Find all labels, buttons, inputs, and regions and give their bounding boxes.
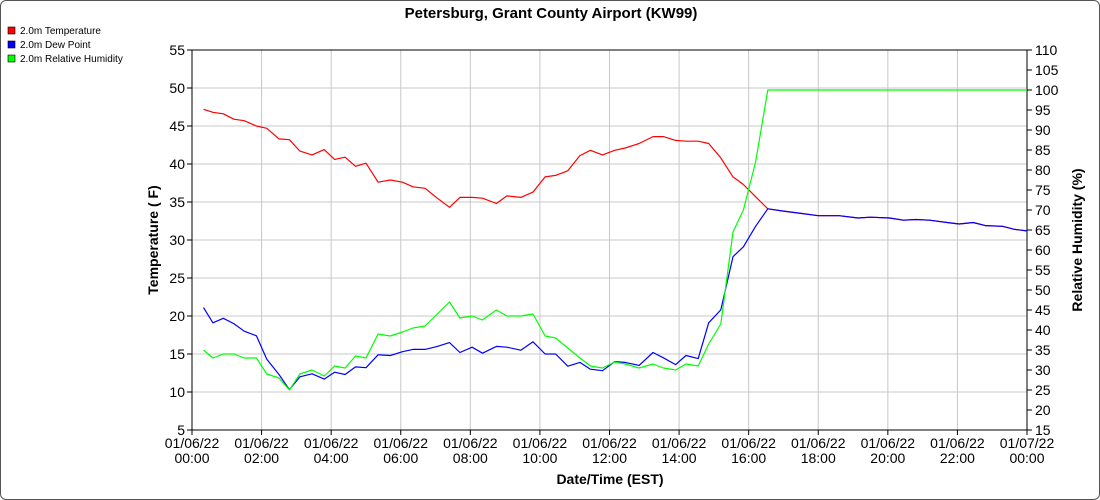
y2-tick-label: 110 <box>1035 42 1058 58</box>
y-axis-label: Temperature ( F) <box>145 185 161 294</box>
x-tick-date: 01/06/22 <box>374 435 429 451</box>
x-axis-ticks: 01/06/2200:0001/06/2202:0001/06/2204:000… <box>165 430 1055 466</box>
y-tick-label: 50 <box>169 80 185 96</box>
x-tick-time: 04:00 <box>314 450 349 466</box>
legend-label: 2.0m Dew Point <box>20 40 91 51</box>
x-tick-date: 01/06/22 <box>930 435 985 451</box>
series-layer <box>202 89 1028 391</box>
series-line-2-0m-dew-point <box>202 208 1028 391</box>
y2-tick-label: 75 <box>1035 182 1051 198</box>
x-tick-time: 20:00 <box>870 450 905 466</box>
y-tick-label: 30 <box>169 232 185 248</box>
legend-swatch <box>7 54 16 63</box>
y-tick-label: 10 <box>169 384 185 400</box>
y2-tick-label: 70 <box>1035 202 1051 218</box>
y-tick-label: 15 <box>169 346 185 362</box>
y-tick-label: 20 <box>169 308 185 324</box>
x-tick-date: 01/06/22 <box>861 435 916 451</box>
y2-axis-ticks: 15 20 25 30 35 40 45 50 55 60 65 70 75 80 85 90 95 100 105… <box>1027 42 1059 438</box>
x-tick-time: 22:00 <box>940 450 975 466</box>
series-line-2-0m-relative-humidity <box>203 89 1027 391</box>
y2-tick-label: 100 <box>1035 82 1059 98</box>
legend-label: 2.0m Temperature <box>20 26 101 37</box>
x-tick-date: 01/06/22 <box>791 435 846 451</box>
y2-tick-label: 20 <box>1035 402 1051 418</box>
x-tick-time: 00:00 <box>174 450 209 466</box>
y-tick-label: 5 <box>177 422 185 438</box>
y-tick-label: 40 <box>169 156 185 172</box>
legend: 2.0m Temperature 2.0m Dew Point 2.0m Relat… <box>7 26 123 65</box>
y-tick-label: 25 <box>169 270 185 286</box>
y2-axis-label: Relative Humidity (%) <box>1069 168 1085 311</box>
x-tick-date: 01/06/22 <box>234 435 289 451</box>
series-line-2-0m-temperature <box>203 108 1028 232</box>
y2-tick-label: 60 <box>1035 242 1051 258</box>
y2-tick-label: 40 <box>1035 322 1051 338</box>
x-tick-time: 16:00 <box>731 450 766 466</box>
x-tick-time: 12:00 <box>592 450 627 466</box>
y-tick-label: 35 <box>169 194 185 210</box>
y2-tick-label: 85 <box>1035 142 1051 158</box>
y-tick-label: 45 <box>169 118 185 134</box>
x-tick-time: 08:00 <box>453 450 488 466</box>
x-tick-time: 18:00 <box>801 450 836 466</box>
y2-tick-label: 35 <box>1035 342 1051 358</box>
x-tick-time: 02:00 <box>244 450 279 466</box>
x-tick-date: 01/07/22 <box>1000 435 1055 451</box>
y-axis-ticks: 5 10 15 20 25 30 35 40 45 50 55 <box>169 42 192 438</box>
y2-tick-label: 25 <box>1035 382 1051 398</box>
x-tick-date: 01/06/22 <box>721 435 776 451</box>
y2-tick-label: 65 <box>1035 222 1051 238</box>
x-tick-date: 01/06/22 <box>513 435 568 451</box>
x-tick-date: 01/06/22 <box>582 435 637 451</box>
x-tick-date: 01/06/22 <box>304 435 359 451</box>
y2-tick-label: 45 <box>1035 302 1051 318</box>
legend-swatch <box>7 40 16 49</box>
y2-tick-label: 80 <box>1035 162 1051 178</box>
chart-title: Petersburg, Grant County Airport (KW99) <box>405 5 698 22</box>
x-tick-time: 10:00 <box>522 450 557 466</box>
y2-tick-label: 55 <box>1035 262 1051 278</box>
y2-tick-label: 105 <box>1035 62 1059 78</box>
y-tick-label: 55 <box>169 42 185 58</box>
x-tick-time: 14:00 <box>662 450 697 466</box>
x-tick-date: 01/06/22 <box>165 435 220 451</box>
legend-label: 2.0m Relative Humidity <box>20 54 123 65</box>
y2-tick-label: 50 <box>1035 282 1051 298</box>
y2-tick-label: 95 <box>1035 102 1051 118</box>
y2-tick-label: 90 <box>1035 122 1051 138</box>
legend-swatch <box>7 26 16 35</box>
x-tick-date: 01/06/22 <box>652 435 707 451</box>
x-tick-time: 00:00 <box>1009 450 1044 466</box>
x-tick-date: 01/06/22 <box>443 435 498 451</box>
x-tick-time: 06:00 <box>383 450 418 466</box>
x-axis-label: Date/Time (EST) <box>556 471 663 487</box>
y2-tick-label: 30 <box>1035 362 1051 378</box>
y2-tick-label: 15 <box>1035 422 1051 438</box>
